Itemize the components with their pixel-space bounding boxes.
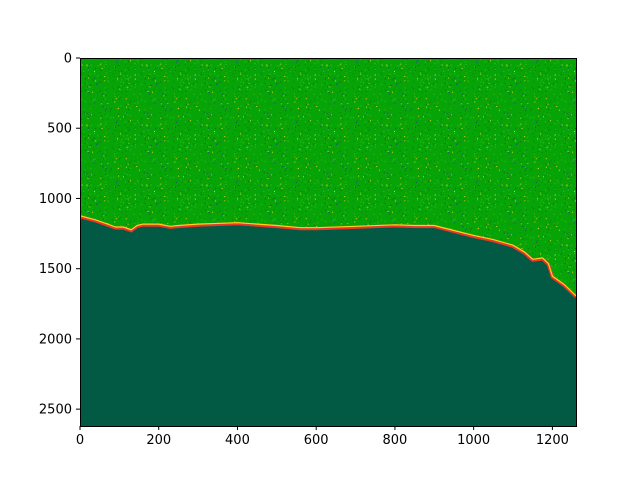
y-tick-label: 0 <box>64 52 72 67</box>
x-tick-label: 1000 <box>457 433 490 448</box>
y-tick-label: 1500 <box>39 262 72 277</box>
x-tick-label: 0 <box>76 433 84 448</box>
x-tick-label: 1200 <box>536 433 569 448</box>
x-tick-label: 400 <box>225 433 250 448</box>
x-tick-label: 800 <box>383 433 408 448</box>
y-tick-label: 2500 <box>39 403 72 418</box>
boundary-line-outer <box>80 215 576 298</box>
x-tick-label: 600 <box>304 433 329 448</box>
x-tick-label: 200 <box>146 433 171 448</box>
axes-group: 0 200 400 600 800 1000 1200 0 500 1000 1500 2000 250… <box>39 52 577 448</box>
plot-frame <box>80 58 577 427</box>
boundary-line-inner <box>80 215 576 297</box>
y-tick-label: 2000 <box>39 332 72 347</box>
y-tick-label: 1000 <box>39 192 72 207</box>
y-tick-label: 500 <box>47 122 72 137</box>
upper-region <box>80 58 576 297</box>
plot-area <box>80 58 576 426</box>
